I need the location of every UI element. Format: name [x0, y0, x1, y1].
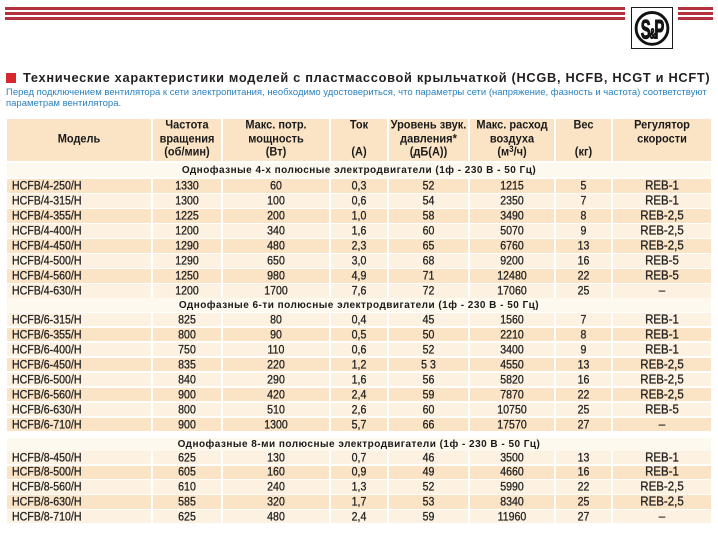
svg-text:S&P: S&P [640, 13, 663, 44]
